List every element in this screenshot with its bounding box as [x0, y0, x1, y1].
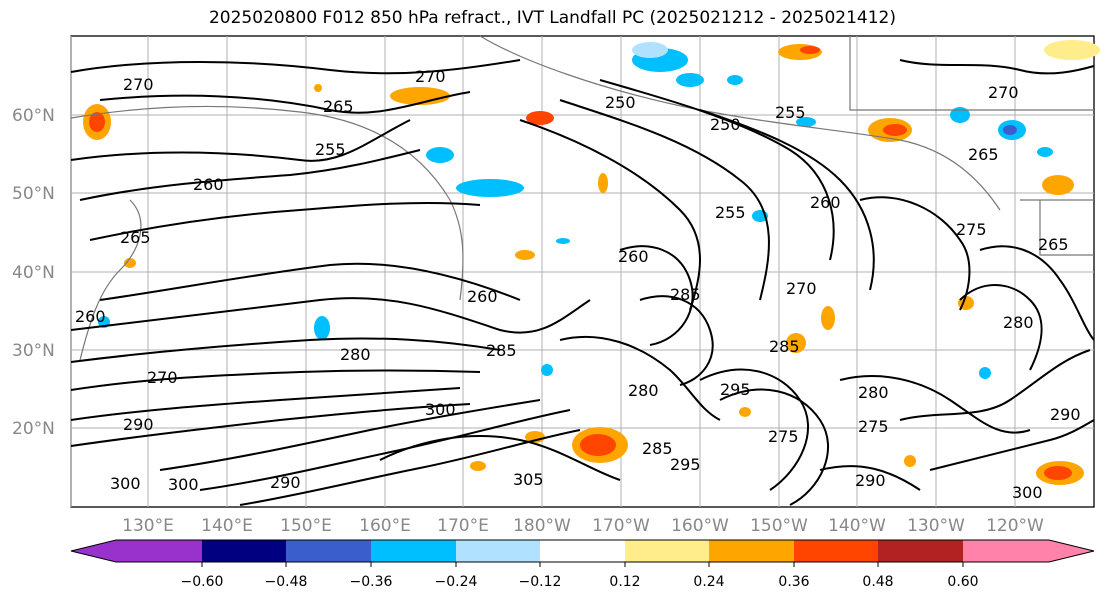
contour-label: 260 [467, 287, 498, 306]
lon-label: 170°E [437, 516, 489, 536]
colorbar-segment [116, 540, 202, 562]
lon-label: 150°W [750, 516, 808, 536]
lat-label: 40°N [12, 263, 55, 283]
lon-label: 140°W [828, 516, 886, 536]
contour-label: 270 [123, 75, 154, 94]
contour-label: 300 [110, 474, 141, 493]
contour-label: 255 [775, 103, 806, 122]
figure-title: 2025020800 F012 850 hPa refract., IVT La… [208, 8, 896, 28]
contour-label: 270 [415, 67, 446, 86]
colorbar-tick-label: −0.48 [265, 574, 308, 590]
lon-label: 130°W [907, 516, 965, 536]
coastlines [70, 35, 1094, 361]
contour-label: 295 [720, 380, 751, 399]
contour-label: 270 [786, 279, 817, 298]
colorbar-segment [1049, 540, 1094, 562]
lon-label: 140°E [201, 516, 253, 536]
colorbar-ticks [201, 562, 964, 567]
lon-label: 130°E [122, 516, 174, 536]
contour-label: 290 [1050, 405, 1081, 424]
colorbar-tick-label: −0.12 [519, 574, 562, 590]
colorbar-segment [371, 540, 456, 562]
colorbar-segment [71, 540, 116, 562]
contour-label: 300 [1012, 483, 1043, 502]
colorbar-segment [540, 540, 625, 562]
contour-label: 265 [323, 97, 354, 116]
colorbar-segment [625, 540, 709, 562]
contour-label: 260 [810, 193, 841, 212]
contour-label: 255 [315, 140, 346, 159]
contour-label: 255 [715, 203, 746, 222]
lon-label: 160°W [671, 516, 729, 536]
contour-label: 270 [147, 368, 178, 387]
contour-label: 250 [710, 115, 741, 134]
colorbar-tick-label: 0.24 [693, 574, 724, 590]
contour-label: 270 [988, 83, 1019, 102]
contour-label: 260 [618, 247, 649, 266]
contour-label: 285 [642, 439, 673, 458]
contour-label: 275 [768, 427, 799, 446]
contour-label: 290 [855, 471, 886, 490]
colorbar: −0.60 −0.48 −0.36 −0.24 −0.12 0.12 0.24 … [70, 539, 1095, 590]
lat-label: 30°N [12, 341, 55, 361]
lat-label: 50°N [12, 184, 55, 204]
contour-label: 260 [193, 175, 224, 194]
lon-label: 150°E [280, 516, 332, 536]
colorbar-tick-label: 0.60 [947, 574, 978, 590]
lat-label: 60°N [12, 106, 55, 126]
contour-label: 285 [769, 337, 800, 356]
colorbar-segment [878, 540, 963, 562]
contour-label: 280 [340, 345, 371, 364]
colorbar-tick-label: 0.36 [778, 574, 809, 590]
contour-label: 280 [1003, 313, 1034, 332]
colorbar-segment [286, 540, 371, 562]
colorbar-segment [794, 540, 878, 562]
contour-label: 285 [486, 341, 517, 360]
contour-label: 265 [1038, 235, 1069, 254]
contour-label: 275 [858, 417, 889, 436]
contour-label: 250 [605, 93, 636, 112]
graticule [70, 36, 1094, 507]
contour-label: 290 [123, 415, 154, 434]
contour-label: 290 [270, 473, 301, 492]
colorbar-tick-label: −0.36 [350, 574, 393, 590]
colorbar-segment [963, 540, 1049, 562]
lon-label: 180°W [513, 516, 571, 536]
contour-label: 280 [858, 383, 889, 402]
contour-label: 285 [670, 285, 701, 304]
contour-label: 260 [75, 307, 106, 326]
lon-label: 120°W [986, 516, 1044, 536]
contour-label: 280 [628, 381, 659, 400]
contour-label: 265 [968, 145, 999, 164]
colorbar-tick-label: −0.24 [435, 574, 478, 590]
colorbar-tick-label: 0.12 [609, 574, 640, 590]
colorbar-tick-label: −0.60 [181, 574, 224, 590]
colorbar-segment [456, 540, 540, 562]
contour-label: 265 [120, 228, 151, 247]
lat-label: 20°N [12, 419, 55, 439]
colorbar-outline [70, 539, 1095, 563]
contour-label: 295 [670, 455, 701, 474]
colorbar-tick-label: 0.48 [862, 574, 893, 590]
anomaly-fills [83, 40, 1100, 485]
contour-label: 300 [425, 400, 456, 419]
longitude-labels: 130°E 140°E 150°E 160°E 170°E 180°W 170°… [122, 516, 1044, 536]
contour-label: 300 [168, 475, 199, 494]
lon-label: 160°E [359, 516, 411, 536]
contour-label: 275 [956, 220, 987, 239]
contour-lines [70, 59, 1095, 506]
lon-label: 170°W [592, 516, 650, 536]
colorbar-segment [709, 540, 794, 562]
contour-labels: 270 270 265 255 260 265 260 280 270 290 … [75, 67, 1081, 502]
contour-label: 305 [513, 470, 544, 489]
colorbar-segment [202, 540, 286, 562]
latitude-labels: 60°N 50°N 40°N 30°N 20°N [12, 106, 55, 439]
